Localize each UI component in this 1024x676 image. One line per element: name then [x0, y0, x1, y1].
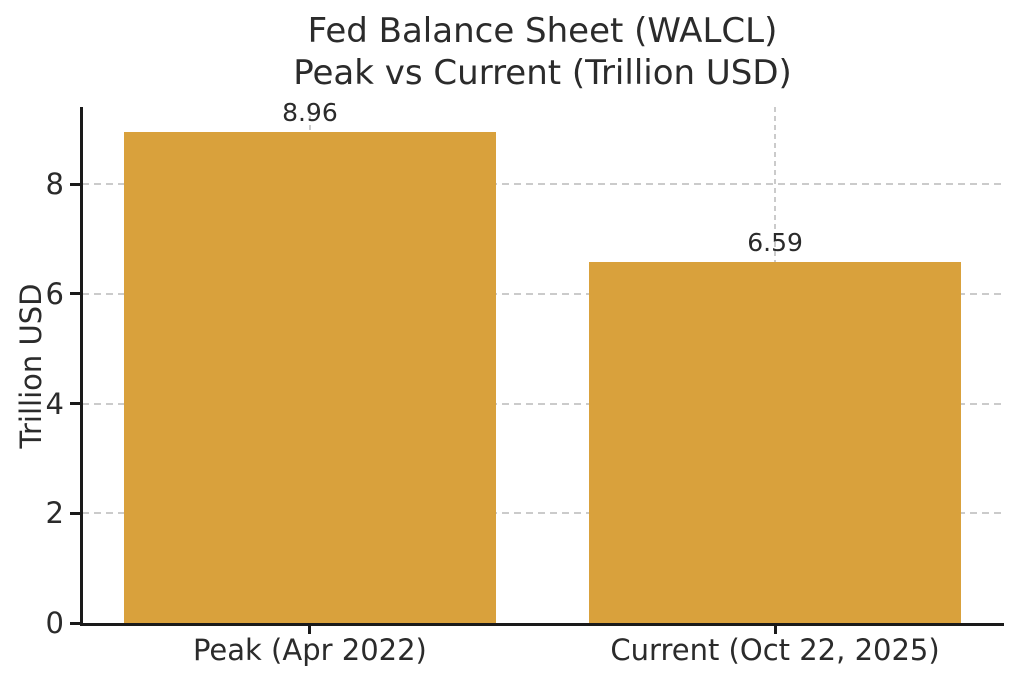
- bar-peak-apr-2022: [123, 131, 496, 623]
- bar-value-label-current-oct-22-2025: 6.59: [747, 227, 803, 257]
- gridline-horizontal-8: [82, 183, 1003, 186]
- x-tick-mark-peak-apr-2022: [308, 626, 312, 634]
- gridline-horizontal-6: [82, 292, 1003, 295]
- x-tick-label-current-oct-22-2025: Current (Oct 22, 2025): [610, 633, 940, 667]
- x-axis-spine: [80, 623, 1004, 626]
- y-tick-mark-8: [70, 182, 80, 186]
- chart-title-line-2: Peak vs Current (Trillion USD): [293, 53, 792, 93]
- gridline-horizontal-4: [82, 402, 1003, 405]
- y-tick-label-0: 0: [45, 606, 64, 640]
- y-tick-mark-2: [70, 511, 80, 515]
- bar-value-label-peak-apr-2022: 8.96: [282, 97, 338, 127]
- y-tick-mark-0: [70, 621, 80, 625]
- gridline-horizontal-2: [82, 512, 1003, 515]
- y-tick-label-6: 6: [45, 276, 64, 311]
- y-tick-label-4: 4: [45, 386, 64, 421]
- y-tick-label-8: 8: [45, 167, 64, 202]
- x-tick-label-peak-apr-2022: Peak (Apr 2022): [192, 633, 427, 667]
- chart-title: Fed Balance Sheet (WALCL) Peak vs Curren…: [82, 10, 1003, 94]
- chart-title-line-1: Fed Balance Sheet (WALCL): [307, 11, 778, 51]
- y-tick-mark-4: [70, 402, 80, 406]
- x-tick-mark-current-oct-22-2025: [773, 626, 777, 634]
- bar-current-oct-22-2025: [589, 261, 962, 623]
- y-axis-label: Trillion USD: [14, 283, 48, 449]
- y-tick-mark-6: [70, 292, 80, 296]
- y-axis-spine: [80, 107, 83, 626]
- y-tick-label-2: 2: [45, 496, 64, 531]
